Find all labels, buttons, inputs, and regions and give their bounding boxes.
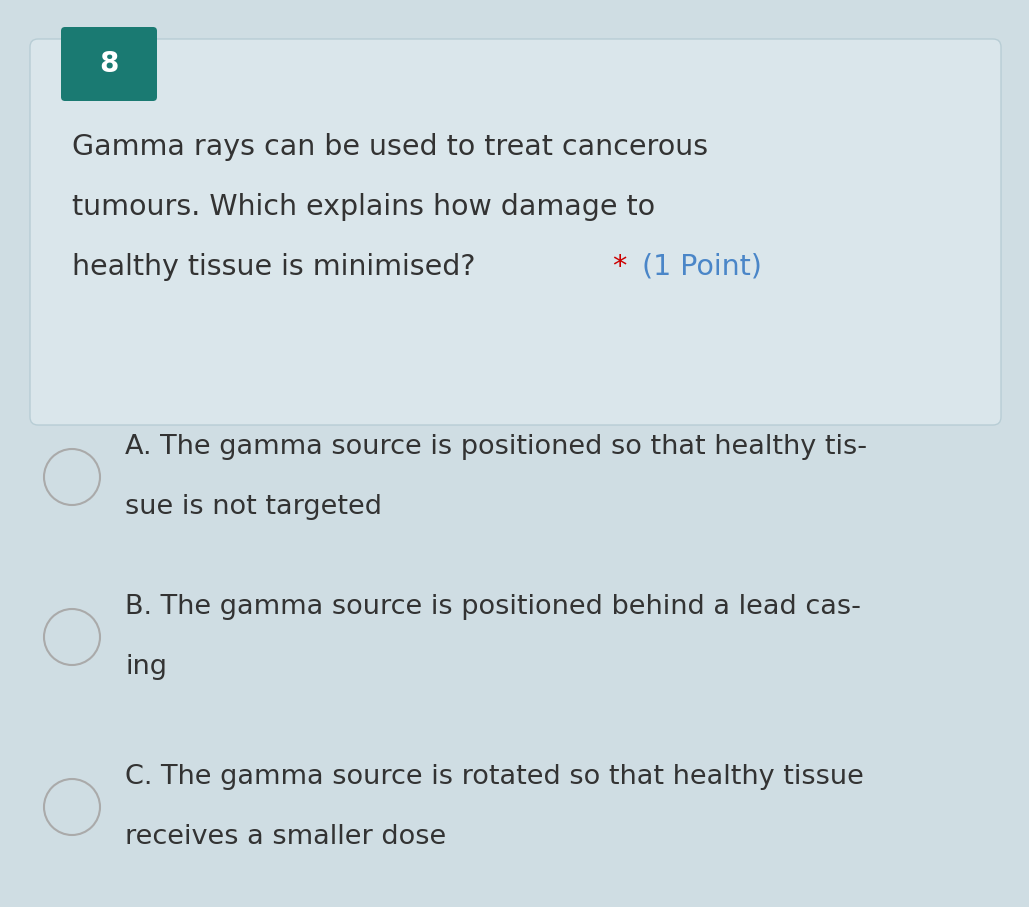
Circle shape xyxy=(44,779,100,835)
Text: sue is not targeted: sue is not targeted xyxy=(125,494,382,520)
Text: 8: 8 xyxy=(100,50,118,78)
Text: *: * xyxy=(612,253,627,281)
Text: receives a smaller dose: receives a smaller dose xyxy=(125,824,447,850)
Text: healthy tissue is minimised?: healthy tissue is minimised? xyxy=(72,253,475,281)
Text: (1 Point): (1 Point) xyxy=(642,253,761,281)
Text: A. The gamma source is positioned so that healthy tis-: A. The gamma source is positioned so tha… xyxy=(125,434,867,460)
FancyBboxPatch shape xyxy=(30,39,1001,425)
Text: Gamma rays can be used to treat cancerous: Gamma rays can be used to treat cancerou… xyxy=(72,133,708,161)
Circle shape xyxy=(44,449,100,505)
FancyBboxPatch shape xyxy=(61,27,157,101)
Text: tumours. Which explains how damage to: tumours. Which explains how damage to xyxy=(72,193,655,221)
Text: C. The gamma source is rotated so that healthy tissue: C. The gamma source is rotated so that h… xyxy=(125,764,864,790)
Circle shape xyxy=(44,609,100,665)
Text: ing: ing xyxy=(125,654,167,680)
Text: B. The gamma source is positioned behind a lead cas-: B. The gamma source is positioned behind… xyxy=(125,594,861,620)
